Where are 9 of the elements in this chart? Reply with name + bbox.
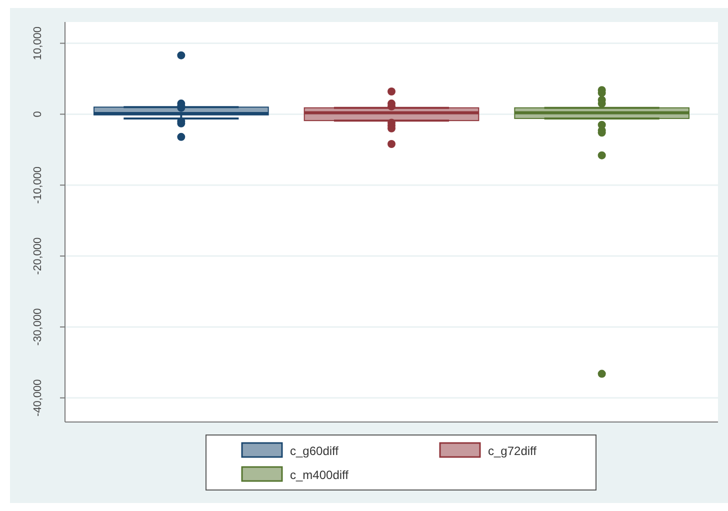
legend-label: c_g60diff	[290, 444, 340, 458]
y-tick-label: -10,000	[32, 166, 44, 204]
y-tick-label: 10,000	[32, 26, 44, 60]
y-tick-label: -30,000	[32, 308, 44, 346]
y-tick-label: -20,000	[32, 237, 44, 275]
legend-label: c_m400diff	[290, 468, 350, 482]
legend-label: c_g72diff	[488, 444, 538, 458]
y-tick-label: -40,000	[32, 379, 44, 417]
y-tick-label: 0	[32, 111, 44, 118]
